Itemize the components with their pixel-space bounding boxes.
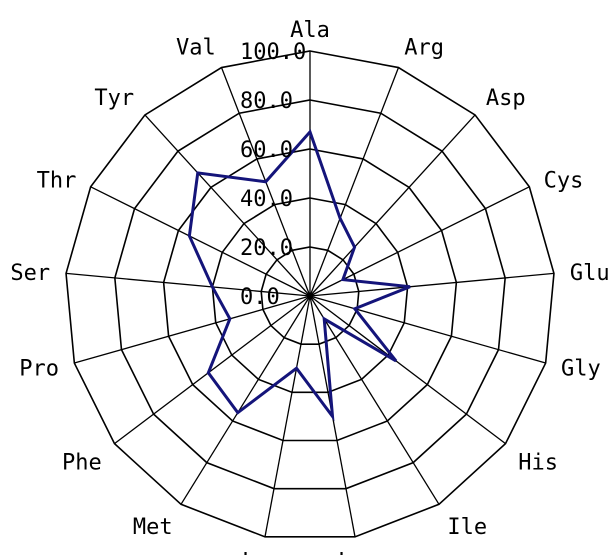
grid-spoke [309,186,530,297]
category-label: Glu [570,261,610,286]
category-labels: Ala Arg Asp Cys Glu Gly His Ile Leu Lys Met Phe Pro S… [10,18,609,555]
grid-ring [260,246,360,345]
category-label: Leu [338,550,378,555]
radial-tick-label: 20.0 [240,236,293,261]
radial-tick-labels: 0.0 20.0 40.0 60.0 80.0 100.0 [240,40,306,310]
grid-spoke [180,295,311,505]
grid-spoke [309,295,440,505]
grid-spoke [114,295,311,445]
grid-spoke [144,114,311,297]
grid-ring [162,148,458,442]
category-label: Phe [62,450,102,475]
grid-spoke [90,186,311,297]
radar-grid [65,50,555,538]
category-label: Thr [37,169,77,194]
grid-spoke [309,295,546,364]
grid-spoke [264,295,311,537]
radial-tick-label: 40.0 [240,187,293,212]
grid-spoke [309,114,476,297]
category-label: Pro [19,356,59,381]
grid-spoke [309,67,400,297]
radial-tick-label: 100.0 [240,40,306,65]
category-label: Arg [404,36,444,61]
radial-tick-label: 60.0 [240,138,293,163]
category-label: Ile [447,515,487,540]
grid-spoke [309,295,506,445]
category-label: Gly [561,356,601,381]
grid-ring [211,197,409,394]
category-label: Met [133,515,173,540]
grid-spoke [74,295,311,364]
radial-tick-label: 80.0 [240,89,293,114]
radial-tick-label: 0.0 [240,285,280,310]
category-label: Asp [486,86,526,111]
grid-ring [114,99,506,490]
series-layer [187,128,411,422]
category-label: Cys [544,169,584,194]
category-label: His [518,450,558,475]
grid-spoke [65,272,311,297]
category-label: Ala [290,18,330,43]
grid-ring [65,50,555,538]
category-label: Val [176,36,216,61]
category-label: Tyr [94,86,134,111]
category-label: Lys [242,550,282,555]
category-label: Ser [10,261,50,286]
series-line [187,128,411,422]
grid-spoke [309,272,555,297]
